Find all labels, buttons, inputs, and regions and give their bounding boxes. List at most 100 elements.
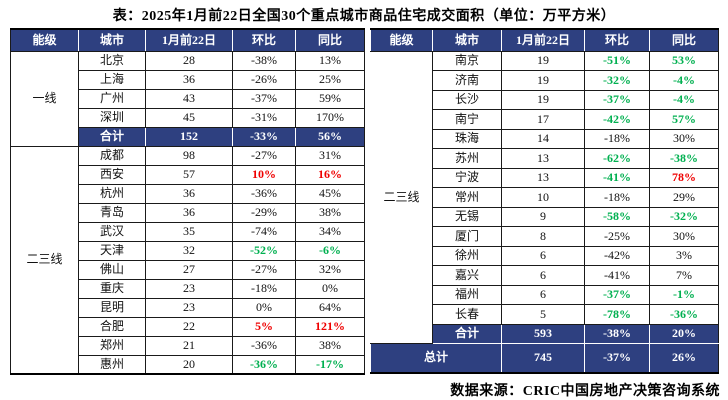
subtotal-row: 合计 152 -33% 56%	[11, 126, 365, 147]
value-cell: 593	[501, 323, 585, 344]
mom-cell: -78%	[584, 304, 650, 325]
mom-cell: -36%	[232, 183, 296, 204]
table-row: 重庆 23 -18% 0%	[11, 278, 365, 299]
mom-cell: -33%	[232, 126, 296, 147]
yoy-cell: 3%	[649, 245, 719, 266]
value-cell: 9	[501, 206, 585, 227]
city-cell: 佛山	[78, 259, 146, 280]
left-table-body: 一线 北京 28 -38% 13% 上海 36 -26% 25% 广州 43 -37% 59% 深圳 45-…	[10, 50, 365, 375]
value-cell: 23	[145, 278, 233, 299]
value-cell: 6	[501, 284, 585, 305]
table-row: 二三线 成都 98 -27% 31%	[10, 145, 365, 375]
yoy-cell: 13%	[295, 50, 365, 71]
table-row: 武汉 35 -74% 34%	[11, 221, 365, 242]
table-row: 厦门 8 -25% 30%	[371, 226, 719, 247]
yoy-cell: -38%	[649, 148, 719, 169]
yoy-cell: 121%	[295, 316, 365, 337]
column-header: 环比	[232, 28, 296, 52]
city-cell: 徐州	[432, 245, 502, 266]
column-header: 能级	[10, 28, 79, 52]
value-cell: 45	[145, 107, 233, 128]
table-row: 合肥 22 5% 121%	[11, 316, 365, 337]
value-cell: 36	[145, 202, 233, 223]
column-header: 1月前22日	[145, 28, 233, 52]
city-cell: 天津	[78, 240, 146, 261]
table-row: 郑州 21 -36% 38%	[11, 335, 365, 356]
value-cell: 98	[145, 145, 233, 166]
yoy-cell: 170%	[295, 107, 365, 128]
yoy-cell: 64%	[295, 297, 365, 318]
yoy-cell: 59%	[295, 88, 365, 109]
value-cell: 17	[501, 109, 585, 130]
yoy-cell: 57%	[649, 109, 719, 130]
yoy-cell: 32%	[295, 259, 365, 280]
yoy-cell: -4%	[649, 70, 719, 91]
left-table: 能级 城市 1月前22日 环比 同比 一线 北京 28 -38% 13% 上海 36 -26% 25% 广…	[10, 28, 365, 375]
mom-cell: 5%	[232, 316, 296, 337]
city-cell: 广州	[78, 88, 146, 109]
city-cell: 济南	[432, 70, 502, 91]
subtotal-row: 合计 593 -38% 20%	[371, 323, 719, 344]
table-row: 南宁 17 -42% 57%	[371, 109, 719, 130]
yoy-cell: 34%	[295, 221, 365, 242]
yoy-cell: 7%	[649, 265, 719, 286]
subtotal-label: 合计	[432, 323, 502, 344]
city-cell: 郑州	[78, 335, 146, 356]
mom-cell: -42%	[584, 109, 650, 130]
column-header: 1月前22日	[501, 28, 585, 52]
value-cell: 27	[145, 259, 233, 280]
header-row: 能级 城市 1月前22日 环比 同比	[370, 28, 719, 52]
mom-cell: -37%	[584, 89, 650, 110]
yoy-cell: -32%	[649, 206, 719, 227]
yoy-cell: 30%	[649, 226, 719, 247]
city-cell: 长沙	[432, 89, 502, 110]
table-row: 长沙 19 -37% -4%	[371, 89, 719, 110]
yoy-cell: -1%	[649, 284, 719, 305]
value-cell: 23	[145, 297, 233, 318]
yoy-cell: 26%	[649, 343, 719, 374]
table-row: 宁波 13 -41% 78%	[371, 167, 719, 188]
value-cell: 19	[501, 89, 585, 110]
city-cell: 北京	[78, 50, 146, 71]
right-table: 能级 城市 1月前22日 环比 同比 二三线 南京 19 -51% 53% 济南 19 -32% -4%…	[370, 28, 719, 374]
city-cell: 上海	[78, 69, 146, 90]
table-title: 表：2025年1月前22日全国30个重点城市商品住宅成交面积（单位：万平方米）	[112, 9, 616, 24]
mom-cell: -36%	[232, 335, 296, 356]
mom-cell: -38%	[584, 323, 650, 344]
value-cell: 6	[501, 265, 585, 286]
tier-cell: 二三线	[10, 145, 79, 375]
value-cell: 5	[501, 304, 585, 325]
mom-cell: -18%	[232, 278, 296, 299]
city-cell: 杭州	[78, 183, 146, 204]
yoy-cell: 53%	[649, 50, 719, 71]
yoy-cell: 45%	[295, 183, 365, 204]
city-cell: 嘉兴	[432, 265, 502, 286]
mom-cell: -62%	[584, 148, 650, 169]
mom-cell: 0%	[232, 297, 296, 318]
city-cell: 成都	[78, 145, 146, 166]
value-cell: 745	[501, 343, 585, 374]
city-cell: 合肥	[78, 316, 146, 337]
mom-cell: -52%	[232, 240, 296, 261]
column-header: 能级	[370, 28, 433, 52]
city-cell: 南京	[432, 50, 502, 71]
mom-cell: -26%	[232, 69, 296, 90]
table-row: 一线 北京 28 -38% 13%	[10, 50, 365, 147]
mom-cell: -74%	[232, 221, 296, 242]
city-cell: 深圳	[78, 107, 146, 128]
yoy-cell: 30%	[649, 128, 719, 149]
mom-cell: -27%	[232, 145, 296, 166]
yoy-cell: 20%	[649, 323, 719, 344]
table-row: 长春 5 -78% -36%	[371, 304, 719, 325]
yoy-cell: -4%	[649, 89, 719, 110]
tier-cell: 一线	[10, 50, 79, 147]
table-row: 西安 57 10% 16%	[11, 164, 365, 185]
table-row: 深圳 45 -31% 170%	[11, 107, 365, 128]
value-cell: 10	[501, 187, 585, 208]
table-row: 惠州 20 -36% -17%	[11, 354, 365, 375]
column-header: 环比	[584, 28, 650, 52]
mom-cell: -42%	[584, 245, 650, 266]
mom-cell: -18%	[584, 128, 650, 149]
value-cell: 152	[145, 126, 233, 147]
